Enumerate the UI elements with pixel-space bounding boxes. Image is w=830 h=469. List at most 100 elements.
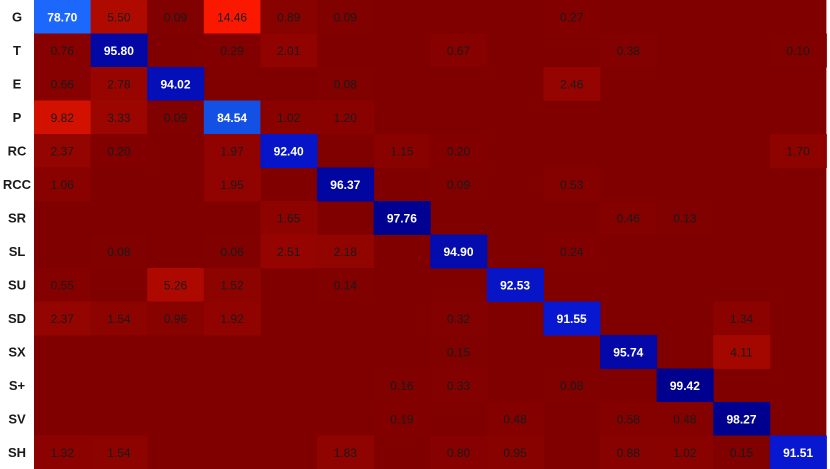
- heatmap-cell-value: 0.09: [334, 10, 358, 24]
- heatmap-cell-value: 97.76: [387, 211, 417, 225]
- heatmap-cell: [543, 67, 601, 101]
- heatmap-cell: [317, 234, 375, 269]
- heatmap-cell-value: 1.97: [220, 144, 244, 158]
- heatmap-cell: [543, 167, 601, 202]
- heatmap-cell-value: 0.67: [447, 44, 471, 58]
- row-label-sr: SR: [8, 210, 27, 225]
- heatmap-cell: [317, 268, 375, 302]
- heatmap-cell-value: 0.48: [673, 412, 697, 426]
- heatmap-cell: [147, 0, 205, 34]
- heatmap-cell-value: 0.08: [107, 245, 131, 259]
- heatmap-cell-value: 1.52: [220, 278, 244, 292]
- heatmap-cell: [430, 368, 488, 403]
- heatmap-cell-value: 1.34: [730, 312, 754, 326]
- row-label-t: T: [13, 43, 21, 58]
- heatmap-cell: [713, 435, 771, 469]
- heatmap-cell-value: 2.37: [51, 144, 75, 158]
- heatmap-cell-value: 0.58: [617, 412, 641, 426]
- heatmap-cell: [34, 268, 92, 302]
- heatmap-cell-value: 0.96: [164, 312, 188, 326]
- heatmap-cell: [543, 301, 601, 336]
- heatmap-cell: [486, 268, 544, 302]
- heatmap-cell-value: 4.11: [730, 345, 753, 359]
- heatmap-cell: [90, 301, 148, 336]
- heatmap-cell: [90, 100, 148, 135]
- heatmap-cell: [260, 201, 318, 235]
- heatmap-cell-value: 0.89: [277, 10, 301, 24]
- heatmap-cell-value: 3.33: [107, 111, 131, 125]
- row-label-sx: SX: [8, 344, 26, 359]
- row-label-e: E: [13, 76, 22, 91]
- heatmap-cell-value: 91.55: [557, 312, 587, 326]
- heatmap-cell-value: 0.13: [673, 211, 697, 225]
- heatmap-cell: [203, 33, 261, 68]
- heatmap-cell: [317, 0, 375, 34]
- heatmap-cell-value: 14.46: [217, 10, 247, 24]
- heatmap-cell-value: 1.70: [786, 144, 810, 158]
- heatmap-cell: [203, 268, 261, 302]
- heatmap-cell-value: 0.20: [447, 144, 471, 158]
- heatmap-cell-value: 98.27: [726, 412, 756, 426]
- heatmap-cell: [769, 134, 827, 168]
- heatmap-cell-value: 0.15: [447, 345, 471, 359]
- heatmap-cell-value: 2.01: [277, 44, 301, 58]
- heatmap-cell-value: 1.06: [51, 178, 75, 192]
- heatmap-cell: [656, 201, 714, 235]
- heatmap-cell-value: 84.54: [217, 111, 247, 125]
- heatmap-cell: [430, 335, 488, 369]
- heatmap-cell: [90, 33, 148, 68]
- heatmap-cell-value: 1.20: [334, 111, 358, 125]
- row-label-splus: S+: [9, 378, 26, 393]
- heatmap-cell: [203, 301, 261, 336]
- row-label-rc: RC: [8, 143, 27, 158]
- heatmap-cell: [147, 268, 205, 302]
- heatmap-cell-value: 99.42: [670, 379, 700, 393]
- heatmap-cell-value: 1.65: [277, 211, 301, 225]
- heatmap-cell-value: 0.19: [390, 412, 414, 426]
- heatmap-cell-value: 5.26: [164, 278, 188, 292]
- heatmap-cell-value: 1.95: [220, 178, 244, 192]
- heatmap-cell: [203, 0, 261, 34]
- row-label-sh: SH: [8, 445, 26, 460]
- heatmap-cell-value: 0.38: [617, 44, 641, 58]
- heatmap-cell-value: 0.76: [51, 44, 75, 58]
- heatmap-cell: [260, 134, 318, 168]
- heatmap-cell: [543, 234, 601, 269]
- heatmap-cell-value: 95.80: [104, 44, 134, 58]
- row-labels: G T E P RC RCC SR SL SU SD SX S+ SV SH: [3, 9, 32, 460]
- heatmap-cells: 78.70 5.50 0.09 14.46 0.89 0.09 0.27 0.76 95.80 0…: [34, 0, 827, 469]
- heatmap-cell: [203, 167, 261, 202]
- heatmap-cell: [373, 368, 431, 403]
- heatmap-cell-value: 92.53: [500, 278, 530, 292]
- row-label-p: P: [13, 110, 22, 125]
- heatmap-cell: [656, 402, 714, 436]
- heatmap-cell: [34, 134, 92, 168]
- heatmap-cell: [656, 435, 714, 469]
- heatmap-cell: [203, 100, 261, 135]
- heatmap-cell-value: 0.09: [447, 178, 471, 192]
- heatmap-cell: [317, 100, 375, 135]
- heatmap-cell-value: 0.46: [617, 211, 641, 225]
- heatmap-cell: [260, 234, 318, 269]
- heatmap-cell: [34, 435, 92, 469]
- heatmap-cell-value: 1.54: [107, 312, 131, 326]
- heatmap-cell: [147, 67, 205, 101]
- heatmap-cell: [713, 301, 771, 336]
- heatmap-cell: [90, 67, 148, 101]
- heatmap-cell-value: 1.15: [390, 144, 414, 158]
- heatmap-cell: [373, 402, 431, 436]
- heatmap-cell-value: 0.06: [220, 245, 244, 259]
- heatmap-cell: [430, 234, 488, 269]
- row-label-sv: SV: [8, 411, 26, 426]
- heatmap-cell-value: 1.54: [107, 446, 131, 460]
- heatmap-cell: [713, 335, 771, 369]
- heatmap-cell: [430, 134, 488, 168]
- heatmap-cell-value: 0.88: [617, 446, 641, 460]
- heatmap-cell: [600, 335, 658, 369]
- heatmap-cell-value: 91.51: [783, 446, 813, 460]
- heatmap-cell: [90, 134, 148, 168]
- heatmap-cell-value: 0.24: [560, 245, 584, 259]
- heatmap-cell: [260, 0, 318, 34]
- heatmap-cell-value: 0.08: [334, 77, 358, 91]
